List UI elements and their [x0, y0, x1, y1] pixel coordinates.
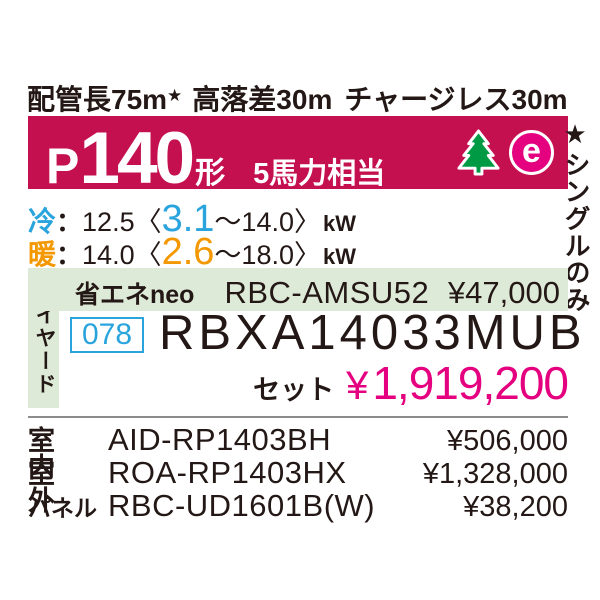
- pipe-length: 配管長75m: [27, 84, 168, 115]
- colon: ：: [56, 207, 83, 237]
- remote-model: RBC-AMSU52: [224, 275, 430, 310]
- component-list: 室 内 AID-RP1403BH ¥506,000 室 外 ROA-RP1403…: [28, 424, 568, 523]
- set-price-row: セット ¥ 1,919,200: [28, 357, 569, 409]
- indoor-unit-row: 室 内 AID-RP1403BH ¥506,000: [28, 422, 568, 482]
- indoor-label: 室 内: [28, 426, 82, 483]
- heating-max: 18.0: [241, 240, 294, 270]
- class-suffix: 形: [195, 157, 226, 190]
- indoor-model: AID-RP1403BH: [108, 422, 332, 457]
- cooling-rated: 12.5: [82, 207, 135, 237]
- heating-rated: 14.0: [82, 240, 135, 270]
- remote-controller-row: 省エネneo RBC-AMSU52 ¥47,000: [28, 268, 568, 311]
- tilde: 〜: [214, 207, 242, 237]
- cooling-unit: kW: [322, 211, 356, 236]
- banner-icons: e: [455, 129, 554, 176]
- outdoor-price: ¥1,328,000: [422, 458, 568, 490]
- heating-label: 暖: [28, 239, 57, 270]
- remote-price: ¥47,000: [447, 275, 560, 310]
- spec-summary-line: 配管長75m ★ 高落差30m チャージレス30m: [27, 78, 580, 118]
- model-class-banner: P 140 形 5馬力相当 e: [28, 116, 568, 195]
- outdoor-unit-row: 室 外 ROA-RP1403HX ¥1,328,000: [28, 455, 568, 515]
- section-divider: [28, 416, 568, 418]
- tilde: 〜: [214, 240, 242, 270]
- bracket-close: 〉: [293, 207, 321, 237]
- bracket-close: 〉: [293, 240, 321, 270]
- outdoor-model: ROA-RP1403HX: [108, 455, 347, 490]
- heating-unit: kW: [322, 244, 356, 269]
- panel-row: パネル RBC-UD1601B(W) ¥38,200: [28, 490, 568, 523]
- heating-min: 2.6: [161, 231, 215, 273]
- cooling-label: 冷: [28, 206, 57, 237]
- class-prefix: P: [46, 138, 80, 194]
- horsepower-label: 5馬力相当: [253, 158, 386, 190]
- cooling-min: 3.1: [161, 198, 215, 240]
- footnote-star: ★: [167, 86, 183, 105]
- panel-model: RBC-UD1601B(W): [108, 488, 376, 523]
- height-difference: 高落差30m: [192, 84, 333, 115]
- remote-name: 省エネneo: [75, 281, 195, 309]
- cooling-max: 14.0: [241, 207, 294, 237]
- bracket-open: 〈: [134, 240, 162, 270]
- outdoor-label: 室 外: [28, 459, 82, 516]
- set-price: 1,919,200: [372, 357, 569, 409]
- currency-symbol: ¥: [346, 364, 369, 408]
- page-code-badge: 078: [70, 317, 144, 353]
- indoor-price: ¥506,000: [447, 425, 568, 457]
- colon: ：: [56, 240, 83, 270]
- e-badge-icon: e: [509, 130, 554, 175]
- set-label: セット: [253, 375, 335, 405]
- bracket-open: 〈: [134, 207, 162, 237]
- tree-icon: [457, 129, 500, 176]
- chargeless-length: チャージレス30m: [344, 84, 568, 115]
- cooling-capacity-row: 冷 ： 12.5 〈 3.1 〜 14.0 〉 kW: [28, 200, 356, 238]
- heating-capacity-row: 暖 ： 14.0 〈 2.6 〜 18.0 〉 kW: [28, 233, 356, 271]
- panel-price: ¥38,200: [463, 491, 568, 523]
- set-model-number: RBXA14033MUB: [159, 306, 586, 360]
- panel-label: パネル: [28, 495, 97, 521]
- class-number: 140: [79, 118, 195, 199]
